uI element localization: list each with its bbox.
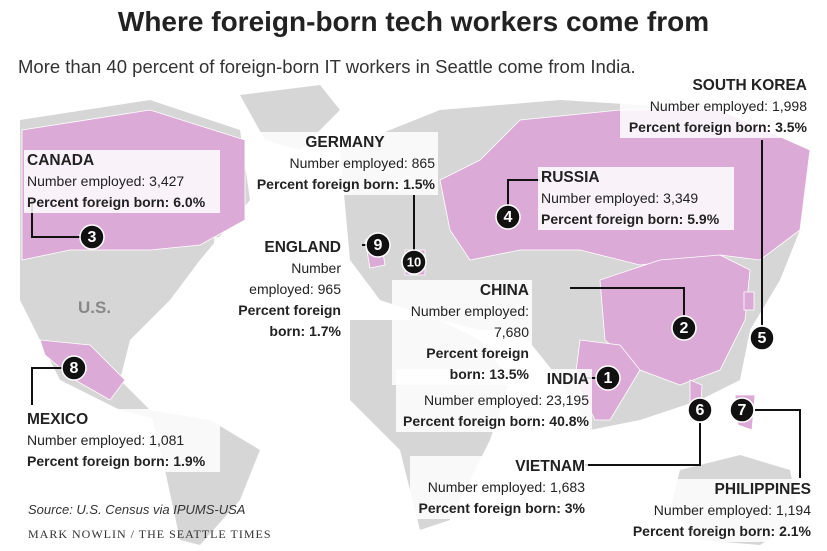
percent-label: Percent foreign born: xyxy=(238,302,341,339)
rank-number: 1 xyxy=(604,370,613,387)
rank-number: 10 xyxy=(407,254,421,269)
country-name: MEXICO xyxy=(27,411,89,428)
rank-marker: 6 xyxy=(687,397,713,423)
number-employed: Number employed: 7,680 xyxy=(410,303,529,340)
rank-marker: 7 xyxy=(729,397,755,423)
rank-circle xyxy=(595,365,621,391)
rank-circle xyxy=(495,204,521,230)
percent-line: Percent foreign born: 1.9% xyxy=(27,451,217,472)
percent-value: 6.0% xyxy=(173,194,206,210)
percent-label: Percent foreign born: xyxy=(632,523,776,539)
country-label: VIETNAM Number employed: 1,683 Percent for… xyxy=(410,456,588,519)
rank-marker: 5 xyxy=(749,325,775,351)
rank-number: 2 xyxy=(680,320,689,337)
percent-value: 1.7% xyxy=(309,323,341,339)
country-name: GERMANY xyxy=(305,134,385,151)
country-name: VIETNAM xyxy=(515,458,585,475)
percent-line: Percent foreign born: 1.7% xyxy=(217,300,341,342)
map-label: U.S. xyxy=(78,298,112,317)
country-name: PHILIPPINES xyxy=(714,481,811,498)
rank-number: 4 xyxy=(504,209,513,226)
country-label: SOUTH KOREA Number employed: 1,998 Percent… xyxy=(620,75,810,138)
percent-line: Percent foreign born: 3.5% xyxy=(623,117,807,138)
percent-line: Percent foreign born: 1.5% xyxy=(255,174,435,195)
rank-circle xyxy=(365,232,391,258)
percent-value: 3.5% xyxy=(775,119,807,135)
markers: 1 2 3 4 5 6 7 8 9 10 xyxy=(61,204,775,423)
number-employed: Number employed: 965 xyxy=(249,260,341,297)
number-employed: Number employed: 1,998 xyxy=(649,98,807,114)
percent-value: 3% xyxy=(564,500,585,516)
rank-number: 5 xyxy=(758,330,767,347)
rank-circle xyxy=(401,249,427,275)
country-name: RUSSIA xyxy=(541,169,600,186)
percent-line: Percent foreign born: 6.0% xyxy=(27,192,217,213)
percent-value: 5.9% xyxy=(687,211,720,227)
number-employed: Number employed: 3,427 xyxy=(27,173,185,189)
percent-value: 13.5% xyxy=(489,366,529,382)
rank-circle xyxy=(61,355,87,381)
country-name: CHINA xyxy=(479,282,529,299)
rank-marker: 1 xyxy=(595,365,621,391)
percent-label: Percent foreign born: xyxy=(541,211,684,227)
rank-marker: 3 xyxy=(79,224,105,250)
source: Source: U.S. Census via IPUMS-USA xyxy=(28,502,246,517)
country-label: MEXICO Number employed: 1,081 Percent fore… xyxy=(24,409,220,472)
percent-value: 40.8% xyxy=(549,413,589,429)
country-label: PHILIPPINES Number employed: 1,194 Percent… xyxy=(628,479,814,542)
rank-number: 7 xyxy=(738,402,747,419)
percent-label: Percent foreign born: xyxy=(27,453,170,469)
rank-circle xyxy=(79,224,105,250)
country-label: GERMANY Number employed: 865 Percent forei… xyxy=(252,132,438,195)
number-employed: Number employed: 1,081 xyxy=(27,432,185,448)
percent-line: Percent foreign born: 5.9% xyxy=(541,209,731,230)
number-employed: Number employed: 1,194 xyxy=(653,502,811,518)
rank-number: 3 xyxy=(88,229,97,246)
rank-circle xyxy=(749,325,775,351)
percent-label: Percent foreign born: xyxy=(403,413,546,429)
country-label: CANADA Number employed: 3,427 Percent fore… xyxy=(24,150,220,213)
percent-line: Percent foreign born: 3% xyxy=(413,498,585,519)
percent-line: Percent foreign born: 13.5% xyxy=(395,343,529,385)
country-name: SOUTH KOREA xyxy=(692,77,807,94)
percent-line: Percent foreign born: 2.1% xyxy=(631,521,811,542)
rank-number: 8 xyxy=(70,360,79,377)
percent-label: Percent foreign born: xyxy=(418,500,561,516)
percent-value: 1.9% xyxy=(173,453,206,469)
rank-circle xyxy=(671,315,697,341)
rank-marker: 8 xyxy=(61,355,87,381)
percent-label: Percent foreign born: xyxy=(256,176,400,192)
number-employed: Number employed: 23,195 xyxy=(424,392,589,408)
rank-circle xyxy=(729,397,755,423)
country-name: ENGLAND xyxy=(264,239,341,256)
percent-value: 2.1% xyxy=(779,523,811,539)
percent-label: Percent foreign born: xyxy=(426,345,529,382)
number-employed: Number employed: 865 xyxy=(289,155,435,171)
percent-value: 1.5% xyxy=(403,176,435,192)
rank-marker: 2 xyxy=(671,315,697,341)
rank-number: 6 xyxy=(696,402,705,419)
country-label: RUSSIA Number employed: 3,349 Percent fore… xyxy=(538,167,734,230)
country-label: ENGLAND Number employed: 965 Percent forei… xyxy=(214,237,344,342)
country-name: CANADA xyxy=(27,152,95,169)
percent-label: Percent foreign born: xyxy=(27,194,170,210)
number-employed: Number employed: 3,349 xyxy=(541,190,699,206)
rank-marker: 10 xyxy=(401,249,427,275)
rank-circle xyxy=(687,397,713,423)
rank-marker: 9 xyxy=(365,232,391,258)
percent-line: Percent foreign born: 40.8% xyxy=(399,411,589,432)
rank-number: 9 xyxy=(374,237,383,254)
number-employed: Number employed: 1,683 xyxy=(427,479,585,495)
country-label: CHINA Number employed: 7,680 Percent forei… xyxy=(392,280,532,385)
title: Where foreign-born tech workers come fro… xyxy=(117,6,710,37)
country-name: INDIA xyxy=(546,371,589,388)
credit: MARK NOWLIN / THE SEATTLE TIMES xyxy=(28,527,272,541)
percent-label: Percent foreign born: xyxy=(628,119,772,135)
subtitle: More than 40 percent of foreign-born IT … xyxy=(18,56,636,77)
rank-marker: 4 xyxy=(495,204,521,230)
